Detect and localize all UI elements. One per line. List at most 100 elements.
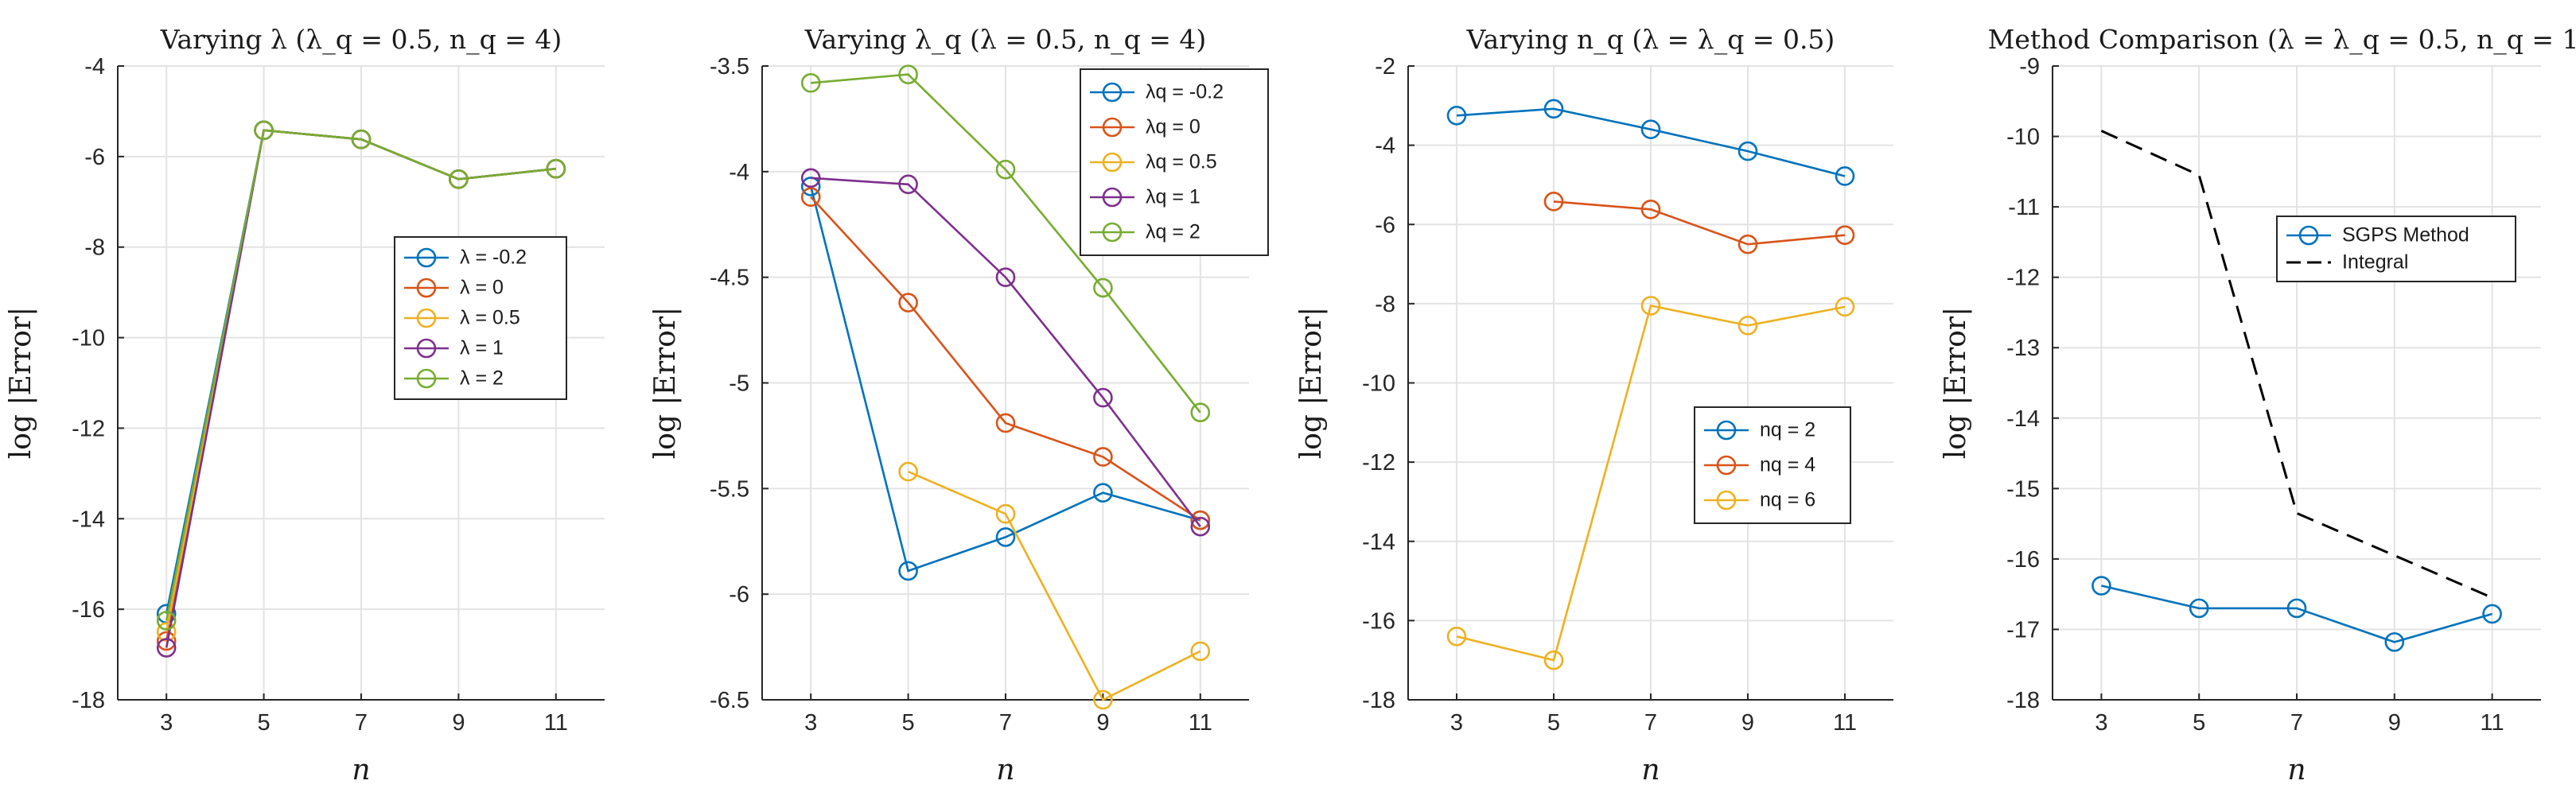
y-tick-label: -2	[1375, 54, 1395, 80]
x-tick-label: 9	[2388, 710, 2401, 736]
y-tick-label: -10	[1362, 371, 1395, 397]
y-tick-label: -16	[72, 597, 105, 623]
data-point-marker	[1446, 626, 1467, 647]
data-point-marker	[995, 527, 1016, 547]
series-line	[1456, 304, 1846, 662]
data-point-marker	[254, 120, 274, 141]
data-point-marker	[546, 158, 566, 179]
legend: λ = -0.2 λ = 0 λ = 0.5 λ = 1 λ = 2	[394, 236, 567, 400]
data-point-marker	[1737, 234, 1758, 254]
y-tick-label: -15	[2006, 476, 2040, 502]
x-tick-label: 7	[355, 710, 368, 736]
data-point-marker	[995, 267, 1016, 287]
y-tick-label: -4	[729, 160, 749, 185]
data-point-marker	[1093, 483, 1113, 503]
series-3	[898, 461, 1211, 710]
data-point-marker	[1093, 689, 1113, 710]
y-tick-label: -12	[72, 416, 105, 441]
data-point-marker	[1640, 119, 1661, 139]
data-point-marker	[1835, 166, 1855, 186]
y-tick-label: -14	[2006, 406, 2040, 432]
series-2	[1543, 192, 1855, 254]
y-tick-label: -12	[1362, 450, 1395, 476]
chart-title: Varying λ_q (λ = 0.5, n_q = 4)	[804, 24, 1207, 56]
chart-panel-3: 3 5 7 9 11 -2 -4 -6 -8 -10 -12 -14 -16 -18 n log |Error…	[1295, 24, 1893, 786]
y-axis-label: log |Error|	[1940, 307, 1972, 460]
x-tick-label: 5	[902, 710, 915, 736]
x-tick-label: 5	[2193, 710, 2205, 736]
data-point-marker	[800, 187, 821, 208]
data-point-marker	[449, 169, 469, 189]
legend-label: SGPS Method	[2342, 224, 2469, 247]
series-3	[1446, 296, 1855, 670]
legend-marker	[1716, 490, 1737, 511]
data-point-marker	[800, 168, 821, 188]
legend-marker	[1102, 187, 1123, 208]
data-point-marker	[898, 293, 918, 313]
legend-label: Integral	[2342, 251, 2408, 274]
x-axis-label: n	[352, 754, 370, 786]
legend: nq = 2 nq = 4 nq = 6	[1694, 406, 1851, 524]
series-line	[908, 470, 1201, 701]
chart-panel-2: 3 5 7 9 11 -3.5 -4 -4.5 -5 -5.5 -6 -6.5 n log |Error|…	[649, 24, 1269, 786]
data-point-marker	[995, 413, 1016, 433]
data-point-marker	[1190, 510, 1211, 530]
data-point-marker	[2482, 604, 2502, 624]
legend-label: λ = 0	[460, 277, 504, 299]
data-point-marker	[800, 177, 821, 196]
x-tick-label: 11	[1833, 710, 1857, 736]
data-point-marker	[1543, 192, 1564, 212]
series-line	[811, 73, 1201, 414]
x-tick-label: 11	[1189, 710, 1212, 736]
legend-marker	[1102, 152, 1123, 173]
x-tick-label: 7	[2290, 710, 2303, 736]
legend-marker	[416, 338, 437, 359]
data-point-marker	[2384, 632, 2405, 652]
chart-panel-1: 3 5 7 9 11 -4 -6 -8 -10 -12 -14 -16 -18 n log |Error| V…	[5, 24, 605, 786]
data-point-marker	[898, 561, 918, 581]
x-tick-label: 9	[1741, 710, 1754, 736]
series-line	[810, 196, 1201, 522]
chart-title: Method Comparison (λ = λ_q = 0.5, n_q = …	[1988, 24, 2576, 56]
x-axis-label: n	[996, 754, 1014, 786]
y-tick-label: -5.5	[710, 476, 749, 502]
x-tick-label: 3	[1450, 710, 1463, 736]
data-point-marker	[156, 638, 177, 658]
legend: λq = -0.2 λq = 0 λq = 0.5 λq = 1 λq = 2	[1080, 68, 1269, 256]
y-axis-label: log |Error|	[5, 307, 37, 460]
y-tick-label: -3.5	[710, 54, 749, 80]
y-tick-label: -14	[72, 507, 105, 532]
legend-marker	[1102, 82, 1123, 103]
y-tick-label: -11	[2008, 195, 2040, 220]
y-tick-label: -18	[1362, 688, 1395, 713]
data-point-marker	[995, 159, 1016, 180]
legend-label: λq = 1	[1146, 186, 1200, 208]
data-point-marker	[1093, 387, 1113, 408]
data-point-marker	[1190, 516, 1211, 537]
y-tick-label: -6	[729, 582, 749, 608]
y-tick-label: -9	[2019, 54, 2040, 80]
data-point-marker	[1835, 297, 1855, 317]
data-point-marker	[1543, 99, 1564, 119]
series-line	[809, 186, 1201, 573]
data-point-marker	[2189, 598, 2209, 619]
series-line	[811, 177, 1201, 527]
x-tick-label: 3	[2095, 710, 2107, 736]
data-point-marker	[1446, 105, 1467, 126]
series-5	[800, 64, 1211, 422]
series-line	[2101, 584, 2492, 643]
legend: SGPS Method Integral	[2276, 216, 2516, 282]
legend-label: nq = 2	[1760, 419, 1815, 441]
y-tick-label: -12	[2006, 266, 2040, 291]
y-tick-label: -4	[84, 54, 105, 80]
x-tick-label: 5	[1547, 710, 1560, 736]
legend-label: nq = 4	[1760, 454, 1815, 476]
y-axis-label: log |Error|	[1295, 307, 1328, 460]
legend-label: λq = 0.5	[1146, 151, 1217, 173]
series-2	[2100, 130, 2493, 599]
data-point-marker	[1543, 650, 1564, 670]
legend-label: nq = 6	[1760, 489, 1815, 511]
y-tick-label: -18	[2006, 688, 2040, 713]
legend-label: λq = 2	[1146, 221, 1200, 243]
series-1	[2092, 576, 2502, 652]
